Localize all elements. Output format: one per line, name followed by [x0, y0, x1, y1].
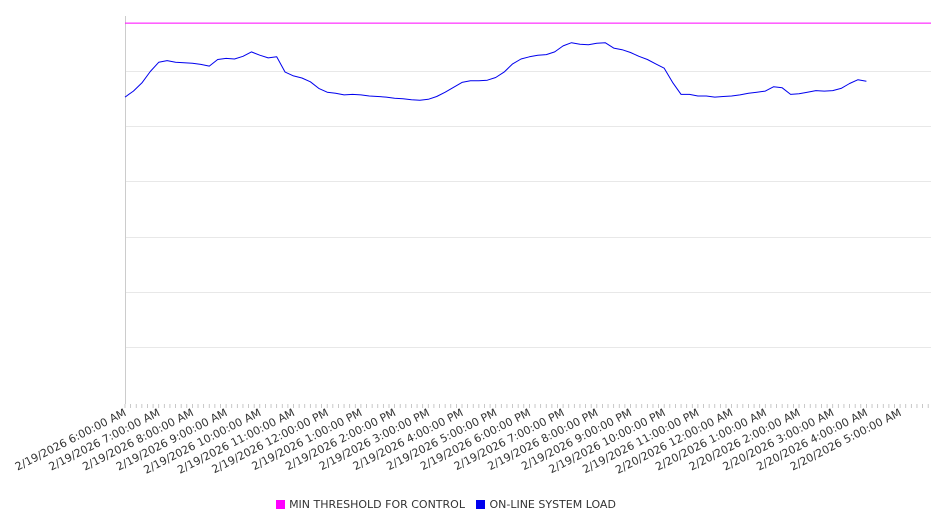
- gridlines: [125, 71, 931, 348]
- legend-item-min-threshold[interactable]: MIN THRESHOLD FOR CONTROL: [276, 498, 465, 511]
- legend-label-min-threshold: MIN THRESHOLD FOR CONTROL: [289, 498, 465, 511]
- x-minor-ticks: [124, 404, 929, 408]
- x-tick-labels: 2/19/2026 6:00:00 AM2/19/2026 7:00:00 AM…: [13, 406, 903, 477]
- legend-swatch-system-load: [476, 500, 486, 509]
- legend-item-system-load[interactable]: ON-LINE SYSTEM LOAD: [476, 498, 616, 511]
- series-line-system-load: [124, 42, 867, 101]
- legend-label-system-load: ON-LINE SYSTEM LOAD: [489, 498, 616, 511]
- series-layer: [124, 22, 931, 101]
- legend: MIN THRESHOLD FOR CONTROL ON-LINE SYSTEM…: [0, 498, 892, 511]
- legend-swatch-min-threshold: [276, 500, 286, 509]
